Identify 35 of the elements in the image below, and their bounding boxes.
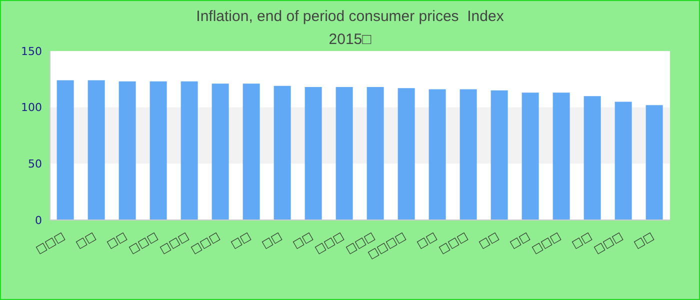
bar — [398, 88, 415, 220]
y-tick-label: 150 — [21, 44, 42, 58]
x-tick-label: □□ — [476, 229, 501, 251]
y-tick-label: 0 — [35, 214, 42, 227]
x-tick-label: □□ — [228, 229, 253, 251]
x-tick-label: □□ — [104, 229, 129, 251]
bar — [614, 102, 632, 220]
x-tick-label: □□ — [290, 229, 315, 251]
bar — [274, 86, 291, 220]
bar — [522, 92, 539, 220]
y-tick-label: 50 — [28, 158, 42, 171]
bar — [118, 81, 136, 220]
y-tick-label: 100 — [21, 101, 42, 114]
x-tick-label: □□ — [259, 229, 284, 251]
bar — [646, 105, 663, 220]
bar — [88, 80, 105, 220]
bar — [56, 80, 74, 220]
bar — [242, 84, 260, 220]
bar — [428, 89, 446, 220]
x-tick-label: □□ — [73, 229, 98, 251]
bar — [366, 87, 384, 220]
bar — [336, 87, 353, 220]
chart-title: Inflation, end of period consumer prices Index 2015□ — [195, 7, 505, 50]
x-tick-label: □□ — [569, 229, 594, 251]
bar — [180, 81, 198, 220]
bar — [490, 90, 508, 220]
bar — [150, 81, 167, 220]
bar — [304, 87, 322, 220]
x-tick-label: □□ — [631, 229, 656, 251]
x-tick-label: □□ — [414, 229, 439, 251]
bar — [460, 89, 477, 220]
x-tick-label: □□ — [507, 229, 532, 251]
bar — [584, 96, 601, 220]
bar — [552, 92, 570, 220]
bar — [212, 84, 229, 220]
